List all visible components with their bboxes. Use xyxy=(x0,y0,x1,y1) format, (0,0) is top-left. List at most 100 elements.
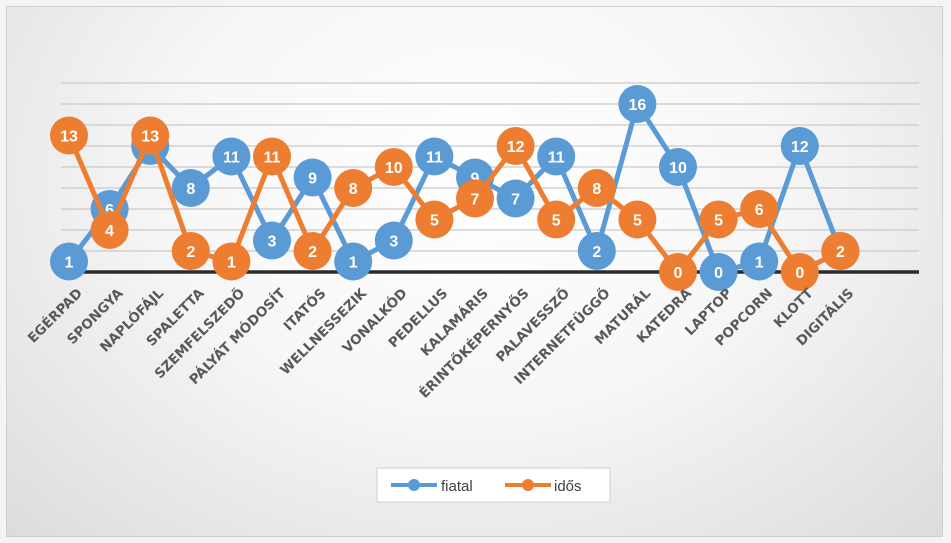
data-point: 11 xyxy=(253,137,291,176)
data-marker xyxy=(577,169,616,207)
data-marker xyxy=(496,127,535,165)
data-marker xyxy=(699,200,738,239)
data-point: 5 xyxy=(618,200,657,239)
data-point: 13 xyxy=(131,116,170,155)
data-label: 3 xyxy=(268,234,277,251)
data-marker xyxy=(90,211,129,249)
data-label: 6 xyxy=(105,202,114,219)
data-point: 7 xyxy=(456,179,494,218)
data-label: 12 xyxy=(791,139,809,156)
data-label: 0 xyxy=(795,265,804,282)
data-marker xyxy=(334,242,373,281)
data-point: 1 xyxy=(212,242,251,281)
data-point: 2 xyxy=(171,232,210,270)
data-point: 12 xyxy=(496,127,535,165)
data-marker xyxy=(293,232,332,270)
data-point: 6 xyxy=(740,190,779,228)
data-label: 1 xyxy=(227,255,236,272)
series-layer: 1612811391311971121610011221341321112810… xyxy=(50,85,860,291)
data-label: 4 xyxy=(105,223,114,240)
data-label: 2 xyxy=(836,244,845,261)
data-label: 5 xyxy=(552,213,561,230)
data-marker xyxy=(253,137,291,176)
data-marker xyxy=(496,179,535,218)
data-label: 1 xyxy=(65,255,74,272)
data-label: 5 xyxy=(633,213,642,230)
data-point: 13 xyxy=(50,116,88,155)
legend: fiatal idős xyxy=(376,467,611,503)
data-point: 2 xyxy=(293,232,332,270)
data-marker xyxy=(50,116,88,155)
legend-marker xyxy=(408,479,420,491)
data-point: 2 xyxy=(821,232,860,270)
legend-item-fiatal: fiatal xyxy=(391,478,473,495)
data-label: 10 xyxy=(669,160,687,177)
data-label: 8 xyxy=(592,181,601,198)
data-label: 6 xyxy=(755,202,764,219)
data-point: 1 xyxy=(50,242,88,281)
data-label: 11 xyxy=(264,150,281,167)
data-marker xyxy=(537,200,576,239)
data-point: 0 xyxy=(780,253,819,291)
data-label: 2 xyxy=(186,244,195,261)
data-point: 9 xyxy=(293,158,332,197)
data-marker xyxy=(537,137,576,176)
data-label: 5 xyxy=(430,213,439,230)
data-marker xyxy=(618,200,657,239)
data-marker xyxy=(577,232,616,270)
data-marker xyxy=(374,221,413,260)
data-label: 11 xyxy=(223,150,240,167)
legend-item-idős: idős xyxy=(505,478,582,495)
data-marker xyxy=(415,200,454,239)
data-marker xyxy=(171,232,210,270)
data-point: 3 xyxy=(374,221,413,260)
data-marker xyxy=(415,137,454,176)
data-label: 8 xyxy=(186,181,195,198)
data-point: 2 xyxy=(577,232,616,270)
data-marker xyxy=(334,169,373,207)
category-axis-labels: EGÉRPADSPONGYANAPLÓFÁJLSPALETTASZEMFELSZ… xyxy=(24,284,857,402)
data-label: 7 xyxy=(471,192,480,209)
data-label: 13 xyxy=(141,129,159,146)
data-label: 0 xyxy=(674,265,683,282)
data-marker xyxy=(821,232,860,270)
data-marker xyxy=(456,179,494,218)
data-label: 11 xyxy=(426,150,443,167)
data-point: 10 xyxy=(659,148,697,186)
legend-label: fiatal xyxy=(441,478,473,495)
data-point: 1 xyxy=(740,242,779,281)
data-point: 12 xyxy=(780,127,819,165)
data-point: 3 xyxy=(253,221,291,260)
data-marker xyxy=(212,137,251,176)
data-marker xyxy=(374,148,413,186)
data-point: 5 xyxy=(537,200,576,239)
data-point: 5 xyxy=(415,200,454,239)
data-marker xyxy=(131,116,170,155)
data-point: 16 xyxy=(618,85,657,123)
data-marker xyxy=(699,253,738,291)
data-point: 11 xyxy=(537,137,576,176)
data-label: 0 xyxy=(714,265,723,282)
data-point: 0 xyxy=(699,253,738,291)
legend-label: idős xyxy=(554,478,582,495)
data-point: 11 xyxy=(212,137,251,176)
data-point: 0 xyxy=(659,253,697,291)
data-label: 16 xyxy=(629,97,647,114)
data-label: 7 xyxy=(511,192,520,209)
data-label: 11 xyxy=(548,150,565,167)
data-label: 8 xyxy=(349,181,358,198)
data-label: 2 xyxy=(308,244,317,261)
data-marker xyxy=(780,127,819,165)
data-marker xyxy=(659,253,697,291)
line-chart: 1612811391311971121610011221341321112810… xyxy=(24,82,919,503)
data-marker xyxy=(293,158,332,197)
data-label: 13 xyxy=(60,129,78,146)
data-marker xyxy=(171,169,210,207)
data-label: 9 xyxy=(471,171,480,188)
data-marker xyxy=(253,221,291,260)
data-label: 1 xyxy=(349,255,358,272)
data-marker xyxy=(618,85,657,123)
chart-area: 1612811391311971121610011221341321112810… xyxy=(6,6,943,537)
data-point: 10 xyxy=(374,148,413,186)
